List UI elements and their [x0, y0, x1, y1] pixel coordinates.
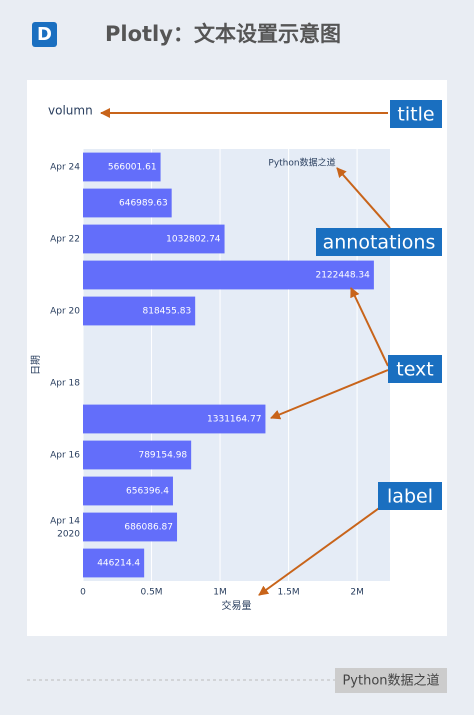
- y-tick-year: 2020: [57, 530, 80, 540]
- callout: text: [396, 359, 434, 381]
- x-tick-label: 2M: [350, 588, 364, 598]
- y-axis-title: 日期: [30, 355, 42, 375]
- bar: [83, 260, 374, 290]
- chart-title: volumn: [48, 104, 93, 118]
- arrow: [350, 287, 389, 367]
- bar: [83, 440, 192, 470]
- bar-label: 1032802.74: [166, 235, 221, 245]
- callout: annotations: [323, 232, 436, 254]
- footer-box: [335, 668, 447, 693]
- y-tick-label: Apr 24: [50, 163, 80, 173]
- bar: [83, 296, 196, 326]
- arrow: [336, 167, 391, 229]
- bar: [83, 152, 161, 182]
- arrow: [270, 369, 389, 420]
- y-tick-label: Apr 16: [50, 451, 80, 461]
- y-tick-label: Apr 14: [50, 517, 80, 527]
- bar-label: 446214.4: [97, 559, 140, 569]
- callout: label: [387, 486, 433, 508]
- y-tick-label: Apr 18: [50, 379, 80, 389]
- callout-box: [316, 228, 442, 256]
- bar: [83, 188, 172, 218]
- bar-label: 789154.98: [138, 451, 187, 461]
- x-tick-label: 0.5M: [140, 588, 162, 598]
- callout-box: [388, 355, 442, 383]
- bar: [83, 476, 173, 506]
- badge: [32, 22, 57, 47]
- bar-label: 566001.61: [108, 163, 157, 173]
- plot-area: [83, 149, 390, 581]
- bar-label: 646989.63: [119, 199, 168, 209]
- x-tick-label: 0: [80, 588, 86, 598]
- page-title: Plotly：文本设置示意图: [105, 22, 341, 46]
- footer: Python数据之道: [342, 674, 439, 689]
- bar-label: 818455.83: [143, 307, 192, 317]
- bar: [83, 512, 178, 542]
- bar: [83, 224, 225, 254]
- y-tick-label: Apr 22: [50, 235, 80, 245]
- x-tick-label: 1M: [213, 588, 227, 598]
- annotation: Python数据之道: [268, 157, 335, 169]
- arrow: [258, 505, 383, 596]
- callout-box: [378, 482, 442, 510]
- bar: [83, 404, 266, 434]
- chart: 0 0.5M 1M 1.5M 2M 446214.4 Apr 14 686086.87 6563…: [30, 104, 390, 612]
- bar-label: 2122448.34: [315, 271, 370, 281]
- badge-letter: D: [37, 24, 52, 45]
- callouts: [100, 108, 391, 596]
- callout: title: [397, 104, 434, 126]
- bar-label: 686086.87: [124, 523, 173, 533]
- x-tick-label: 1.5M: [278, 588, 300, 598]
- bar: [83, 548, 145, 578]
- x-axis-title: 交易量: [222, 599, 252, 612]
- bar-label: 656396.4: [126, 487, 169, 497]
- y-tick-label: Apr 20: [50, 307, 80, 317]
- bar-label: 1331164.77: [207, 415, 261, 425]
- callout-box: [390, 100, 442, 128]
